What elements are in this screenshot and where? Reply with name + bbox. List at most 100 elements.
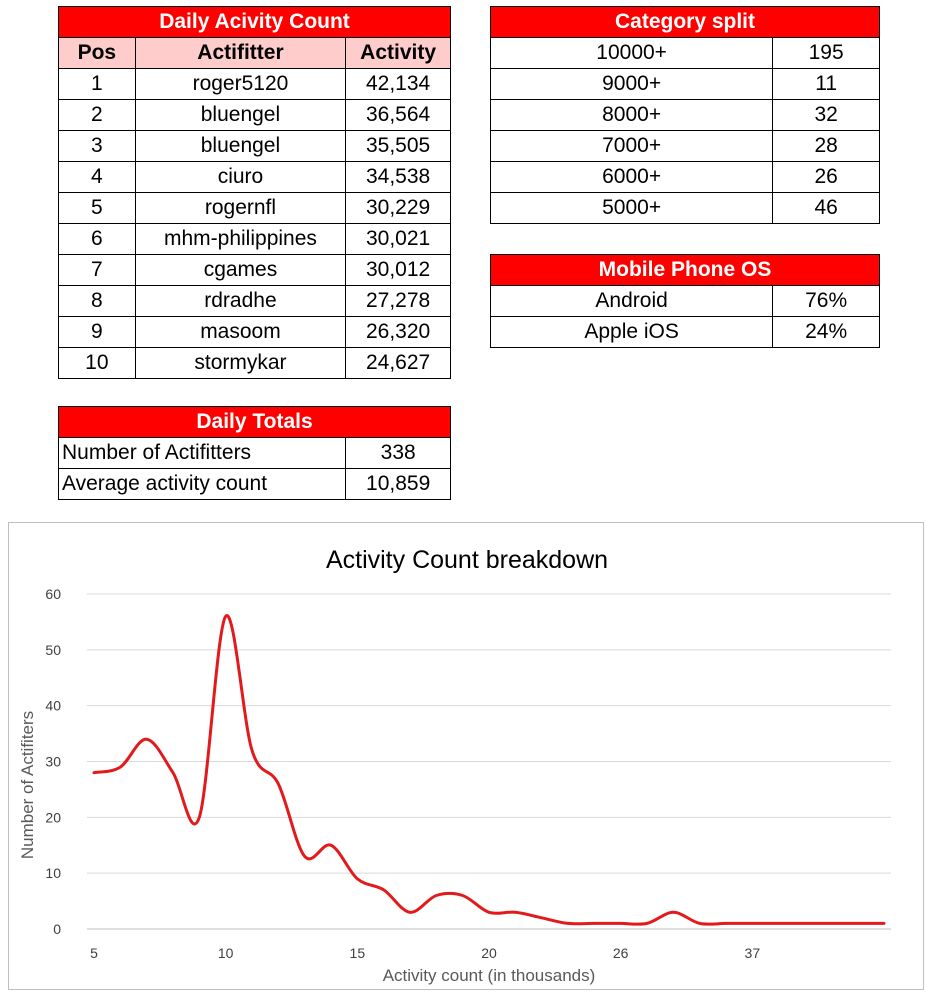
table-row: Android 76% [489,285,880,317]
table-row: 6000+ 26 [489,161,880,193]
daily-activity-rows: 1 roger5120 42,134 2 bluengel 36,564 3 bluengel… [58,68,451,379]
table-cell: 10000+ [489,37,774,69]
daily-activity-title: Daily Acivity Count [58,6,451,38]
y-tick-label: 40 [45,698,61,714]
table-cell: 9 [58,316,136,348]
table-row: Average activity count 10,859 [57,468,451,500]
table-cell: 338 [345,437,451,469]
table-cell: 35,505 [345,130,451,162]
activity-chart-svg: Activity Count breakdown 0 10 20 30 40 50 60 5… [18,546,891,985]
table-row: 9000+ 11 [489,68,880,100]
y-tick-label: 30 [45,754,61,770]
table-cell: 24% [772,316,880,348]
table-cell: 24,627 [345,347,451,379]
mobile-os-rows: Android 76% Apple iOS 24% [489,285,880,348]
daily-totals-table: Daily Totals Number of Actifitters 338 Ave… [57,406,451,500]
table-row: 4 ciuro 34,538 [58,161,451,193]
category-split-table: Category split 10000+ 195 9000+ 11 8000+ 32 70… [489,6,880,224]
table-cell: 76% [772,285,880,317]
table-cell: 26,320 [345,316,451,348]
table-cell: rdradhe [134,285,347,317]
table-cell: 27,278 [345,285,451,317]
x-tick-label: 5 [90,945,98,961]
table-cell: 42,134 [345,68,451,100]
table-cell: 8 [58,285,136,317]
table-cell: 30,021 [345,223,451,255]
x-axis-ticks: 5 10 15 20 26 37 [90,945,760,961]
y-tick-label: 50 [45,642,61,658]
table-cell: 10,859 [345,468,451,500]
table-cell: bluengel [134,99,347,131]
table-cell: 6000+ [489,161,774,193]
table-row: 2 bluengel 36,564 [58,99,451,131]
mobile-os-title: Mobile Phone OS [490,254,880,286]
table-cell: Apple iOS [489,316,774,348]
table-cell: rogernfl [134,192,347,224]
table-cell: 9000+ [489,68,774,100]
table-row: 8 rdradhe 27,278 [58,285,451,317]
table-cell: ciuro [134,161,347,193]
table-cell: 5 [58,192,136,224]
activity-chart: Activity Count breakdown 0 10 20 30 40 50 60 5… [8,522,924,990]
table-cell: 10 [58,347,136,379]
x-axis-label: Activity count (in thousands) [383,966,596,985]
table-cell: 2 [58,99,136,131]
table-row: 5000+ 46 [489,192,880,224]
x-tick-label: 37 [745,945,761,961]
x-tick-label: 20 [481,945,497,961]
chart-title: Activity Count breakdown [326,546,608,574]
table-cell: 195 [772,37,880,69]
table-row: 6 mhm-philippines 30,021 [58,223,451,255]
table-row: 7000+ 28 [489,130,880,162]
table-cell: 30,012 [345,254,451,286]
table-cell: 3 [58,130,136,162]
table-cell: Android [489,285,774,317]
column-header-actifitter: Actifitter [134,37,347,69]
table-cell: 5000+ [489,192,774,224]
x-tick-label: 15 [350,945,366,961]
y-axis-label: Number of Actifiters [18,711,37,859]
table-cell: 11 [772,68,880,100]
table-cell: mhm-philippines [134,223,347,255]
table-cell: 7 [58,254,136,286]
table-cell: 26 [772,161,880,193]
x-tick-label: 10 [218,945,234,961]
table-row: 8000+ 32 [489,99,880,131]
y-tick-label: 0 [53,921,61,937]
table-row: 5 rogernfl 30,229 [58,192,451,224]
table-cell: 7000+ [489,130,774,162]
y-tick-label: 10 [45,865,61,881]
table-row: 1 roger5120 42,134 [58,68,451,100]
category-split-title: Category split [490,6,880,38]
table-cell: 6 [58,223,136,255]
daily-totals-rows: Number of Actifitters 338 Average activity… [57,437,451,500]
table-row: 10000+ 195 [489,37,880,69]
table-cell: Number of Actifitters [57,437,347,469]
table-cell: stormykar [134,347,347,379]
table-cell: 28 [772,130,880,162]
table-cell: 4 [58,161,136,193]
table-cell: Average activity count [57,468,347,500]
y-axis-ticks: 0 10 20 30 40 50 60 [45,586,61,937]
table-cell: bluengel [134,130,347,162]
table-cell: masoom [134,316,347,348]
table-cell: 32 [772,99,880,131]
daily-activity-table: Daily Acivity Count Pos Actifitter Activ… [58,6,451,379]
column-header-activity: Activity [345,37,451,69]
table-cell: 46 [772,192,880,224]
mobile-os-table: Mobile Phone OS Android 76% Apple iOS 24% [489,254,880,348]
table-row: 10 stormykar 24,627 [58,347,451,379]
table-cell: 36,564 [345,99,451,131]
table-row: 3 bluengel 35,505 [58,130,451,162]
table-cell: 34,538 [345,161,451,193]
chart-gridlines [87,593,891,930]
y-tick-label: 60 [45,586,61,602]
category-split-rows: 10000+ 195 9000+ 11 8000+ 32 7000+ 28 6000+ 26 500… [489,37,880,224]
table-cell: 8000+ [489,99,774,131]
table-row: 7 cgames 30,012 [58,254,451,286]
table-row: Apple iOS 24% [489,316,880,348]
column-header-pos: Pos [58,37,136,69]
series-line [92,614,886,926]
table-cell: cgames [134,254,347,286]
table-row: Number of Actifitters 338 [57,437,451,469]
